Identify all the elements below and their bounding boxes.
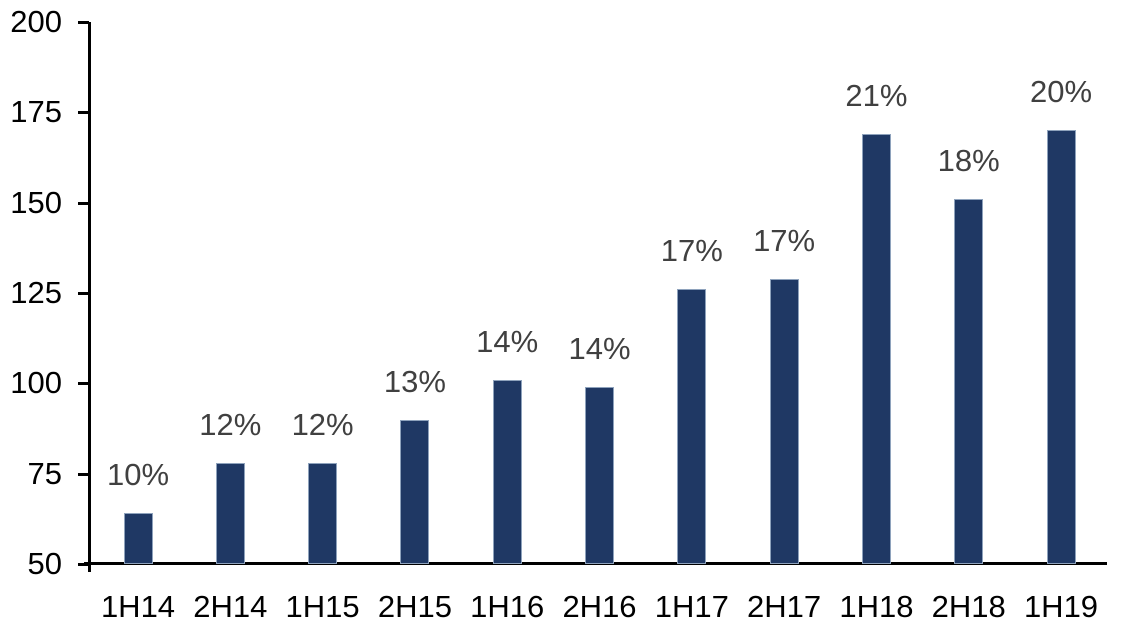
bar-value-label: 18% [937,143,1000,179]
bar-1H14 [123,513,153,564]
bar-value-label: 13% [383,363,446,399]
x-tick-label: 1H16 [470,589,545,624]
y-tick-label: 175 [10,94,62,129]
x-tick-label: 1H14 [100,589,176,624]
bar-2H16 [585,386,614,564]
x-tick-label: 2H16 [562,589,637,624]
y-tick-label: 125 [10,275,62,310]
y-tick-mark [78,382,89,385]
y-tick-mark [78,202,89,205]
bar-value-label: 12% [199,406,262,442]
bar-2H18 [954,199,984,564]
y-tick-mark [78,21,89,24]
x-tick-label: 1H19 [1023,589,1099,624]
bar-value-label: 20% [1029,74,1093,110]
y-axis-line [88,22,91,572]
x-tick-label: 1H18 [839,589,914,624]
x-tick-label: 1H15 [285,589,360,624]
bar-2H15 [400,419,430,564]
bar-value-label: 17% [660,233,723,269]
y-tick-label: 200 [10,4,62,39]
x-tick-label: 2H17 [747,589,822,624]
bar-value-label: 10% [106,457,170,493]
y-tick-label: 75 [27,456,62,491]
y-tick-mark [78,111,89,114]
x-tick-label: 2H18 [931,589,1006,624]
bar-value-label: 12% [291,406,354,442]
x-tick-label: 1H17 [654,589,729,624]
bar-value-label: 21% [845,78,908,113]
bar-value-label: 14% [476,323,539,359]
y-tick-label: 50 [27,546,62,581]
bar-1H19 [1046,130,1076,564]
bar-2H17 [769,278,799,564]
bar-2H14 [215,462,245,564]
y-tick-mark [78,473,89,476]
x-tick-label: 2H15 [377,589,452,624]
bar-1H18 [861,134,891,564]
y-tick-mark [78,292,89,295]
y-tick-label: 100 [10,365,62,400]
bar-1H16 [492,379,522,564]
y-tick-mark [78,563,89,566]
y-tick-label: 150 [10,185,62,220]
x-tick-label: 2H14 [193,589,268,624]
bar-1H17 [677,289,707,564]
bar-value-label: 17% [753,222,816,258]
bar-1H15 [308,462,338,564]
bar-value-label: 14% [568,330,631,366]
